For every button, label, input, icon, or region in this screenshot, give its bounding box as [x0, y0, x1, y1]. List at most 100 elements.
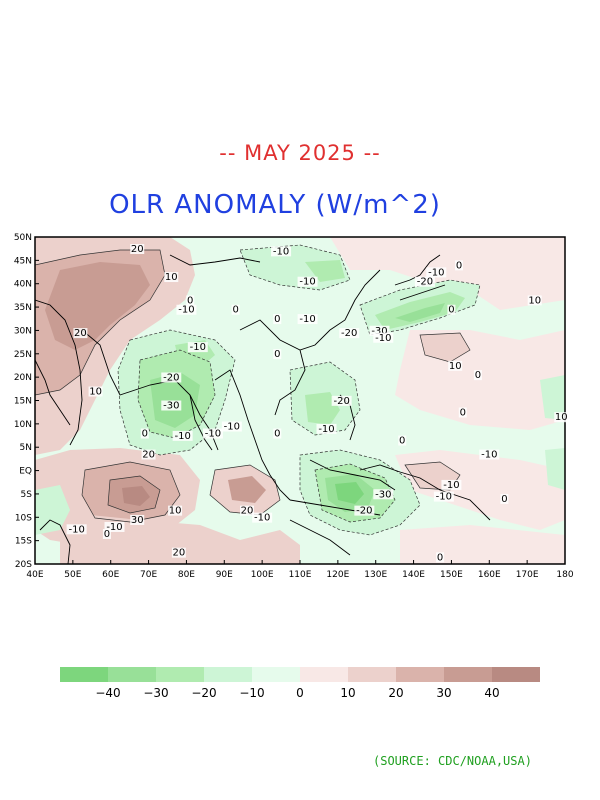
contour-label: 30 [131, 515, 144, 526]
contour-label-bg [161, 372, 182, 383]
contour-label: -30 [375, 489, 391, 500]
negative-contours [117, 244, 481, 536]
contour-label-bg [130, 514, 145, 525]
contour-label-bg [354, 505, 375, 516]
lat-tick-label: 45N [14, 256, 32, 266]
contour-label: 20 [142, 450, 155, 461]
contour-label: 0 [142, 429, 148, 440]
contour-label-bg [554, 412, 569, 423]
lon-tick-label: 140E [402, 570, 425, 580]
contour-label-bg [221, 421, 242, 432]
contour-label: -20 [163, 372, 179, 383]
longitude-labels: 40E 50E 60E 70E 80E 90E 100E 110E 120E 130E 140E 15… [26, 560, 574, 580]
contour-label: -10 [299, 314, 315, 325]
contour-label: -10 [178, 305, 194, 316]
contour-label: -10 [299, 277, 315, 288]
map-main-title: OLR ANOMALY (W/m^2) [109, 190, 441, 220]
contour-label: 0 [274, 314, 280, 325]
contour-label-bg [433, 491, 454, 502]
lat-tick-label: 5S [21, 490, 33, 500]
contour-label-bg [455, 260, 463, 271]
contour-label: -10 [106, 522, 122, 533]
contour-label: -10 [318, 424, 334, 435]
contour-label-bg [187, 342, 208, 353]
contour-label-bg [373, 489, 394, 500]
colorbar-swatch [60, 667, 108, 682]
contour-label-bg [527, 295, 542, 306]
contour-label: 20 [172, 548, 185, 559]
contour-label-bg [73, 328, 88, 339]
contour-label: -10 [254, 513, 270, 524]
positive-anomaly-region [45, 262, 150, 350]
lon-tick-label: 120E [326, 570, 349, 580]
contour-label: 20 [131, 244, 144, 255]
positive-anomaly-region [122, 486, 150, 506]
contour-label-bg [104, 521, 125, 532]
contour-label: 0 [274, 429, 280, 440]
contour-label: 0 [456, 260, 462, 271]
contour-label: 10 [449, 361, 462, 372]
contour-label-bg [164, 272, 179, 283]
lon-tick-label: 80E [178, 570, 195, 580]
contour-label: -30 [163, 401, 179, 412]
contour-label: 10 [89, 386, 102, 397]
colorbar-swatch [492, 667, 540, 682]
contour-label-bg [130, 244, 145, 255]
lon-tick-label: 70E [140, 570, 157, 580]
colorbar-swatch [444, 667, 492, 682]
contour-label-bg [458, 407, 467, 418]
negative-anomaly-region [305, 392, 340, 425]
positive-anomaly-region [420, 333, 470, 362]
contour-label: -10 [428, 267, 444, 278]
lat-tick-label: 25N [14, 350, 32, 360]
lat-tick-label: 10N [14, 420, 32, 430]
contour-label-bg [448, 360, 463, 371]
contour-label-bg [66, 524, 87, 535]
contour-label: 0 [399, 436, 405, 447]
lon-tick-label: 40E [26, 570, 43, 580]
contour-label-bg [297, 314, 318, 325]
contour-label: -20 [333, 396, 349, 407]
lat-tick-label: 15N [14, 397, 32, 407]
contour-label-bg [240, 505, 254, 516]
negative-anomaly-region [305, 260, 345, 282]
contour-label-bg [202, 428, 223, 439]
colorbar-label: 0 [296, 686, 304, 700]
colorbar-swatch [204, 667, 252, 682]
contour-label-bg [316, 423, 337, 434]
contour-label-bg [176, 304, 197, 315]
colorbar-swatch [300, 667, 348, 682]
contour-label-bg [140, 428, 149, 439]
lon-tick-label: 90E [216, 570, 233, 580]
positive-anomaly-region [330, 237, 565, 310]
contour-label-bg [186, 295, 195, 306]
lon-tick-label: 110E [289, 570, 312, 580]
contour-label: 10 [555, 412, 568, 423]
colorbar: −40 −30 −20 −10 0 10 20 30 40 [60, 667, 540, 700]
lat-tick-label: 50N [14, 233, 32, 243]
lat-tick-label: 40N [14, 280, 32, 290]
contour-label: -10 [273, 246, 289, 257]
colorbar-swatch [396, 667, 444, 682]
negative-anomaly-region [150, 372, 200, 428]
contour-label: 20 [241, 506, 254, 517]
contour-label-bg [414, 276, 435, 287]
lat-tick-label: 20N [14, 373, 32, 383]
colorbar-swatch [108, 667, 156, 682]
negative-anomaly-region [395, 303, 445, 322]
contour-label: -10 [190, 342, 206, 353]
contour-label-bg [231, 304, 240, 315]
negative-anomaly-region [335, 482, 364, 504]
contour-label-bg [436, 552, 445, 563]
contour-label: 0 [437, 552, 443, 563]
source-credit: (SOURCE: CDC/NOAA,USA) [373, 754, 532, 768]
contour-label-bg [172, 430, 193, 441]
contour-label-bg [273, 428, 282, 439]
contour-label-bg [339, 328, 360, 339]
lon-tick-label: 130E [364, 570, 387, 580]
contour-label-bg [88, 386, 103, 397]
lat-tick-label: 15S [15, 537, 32, 547]
colorbar-label: 20 [388, 686, 403, 700]
lon-tick-label: 180 [556, 570, 573, 580]
